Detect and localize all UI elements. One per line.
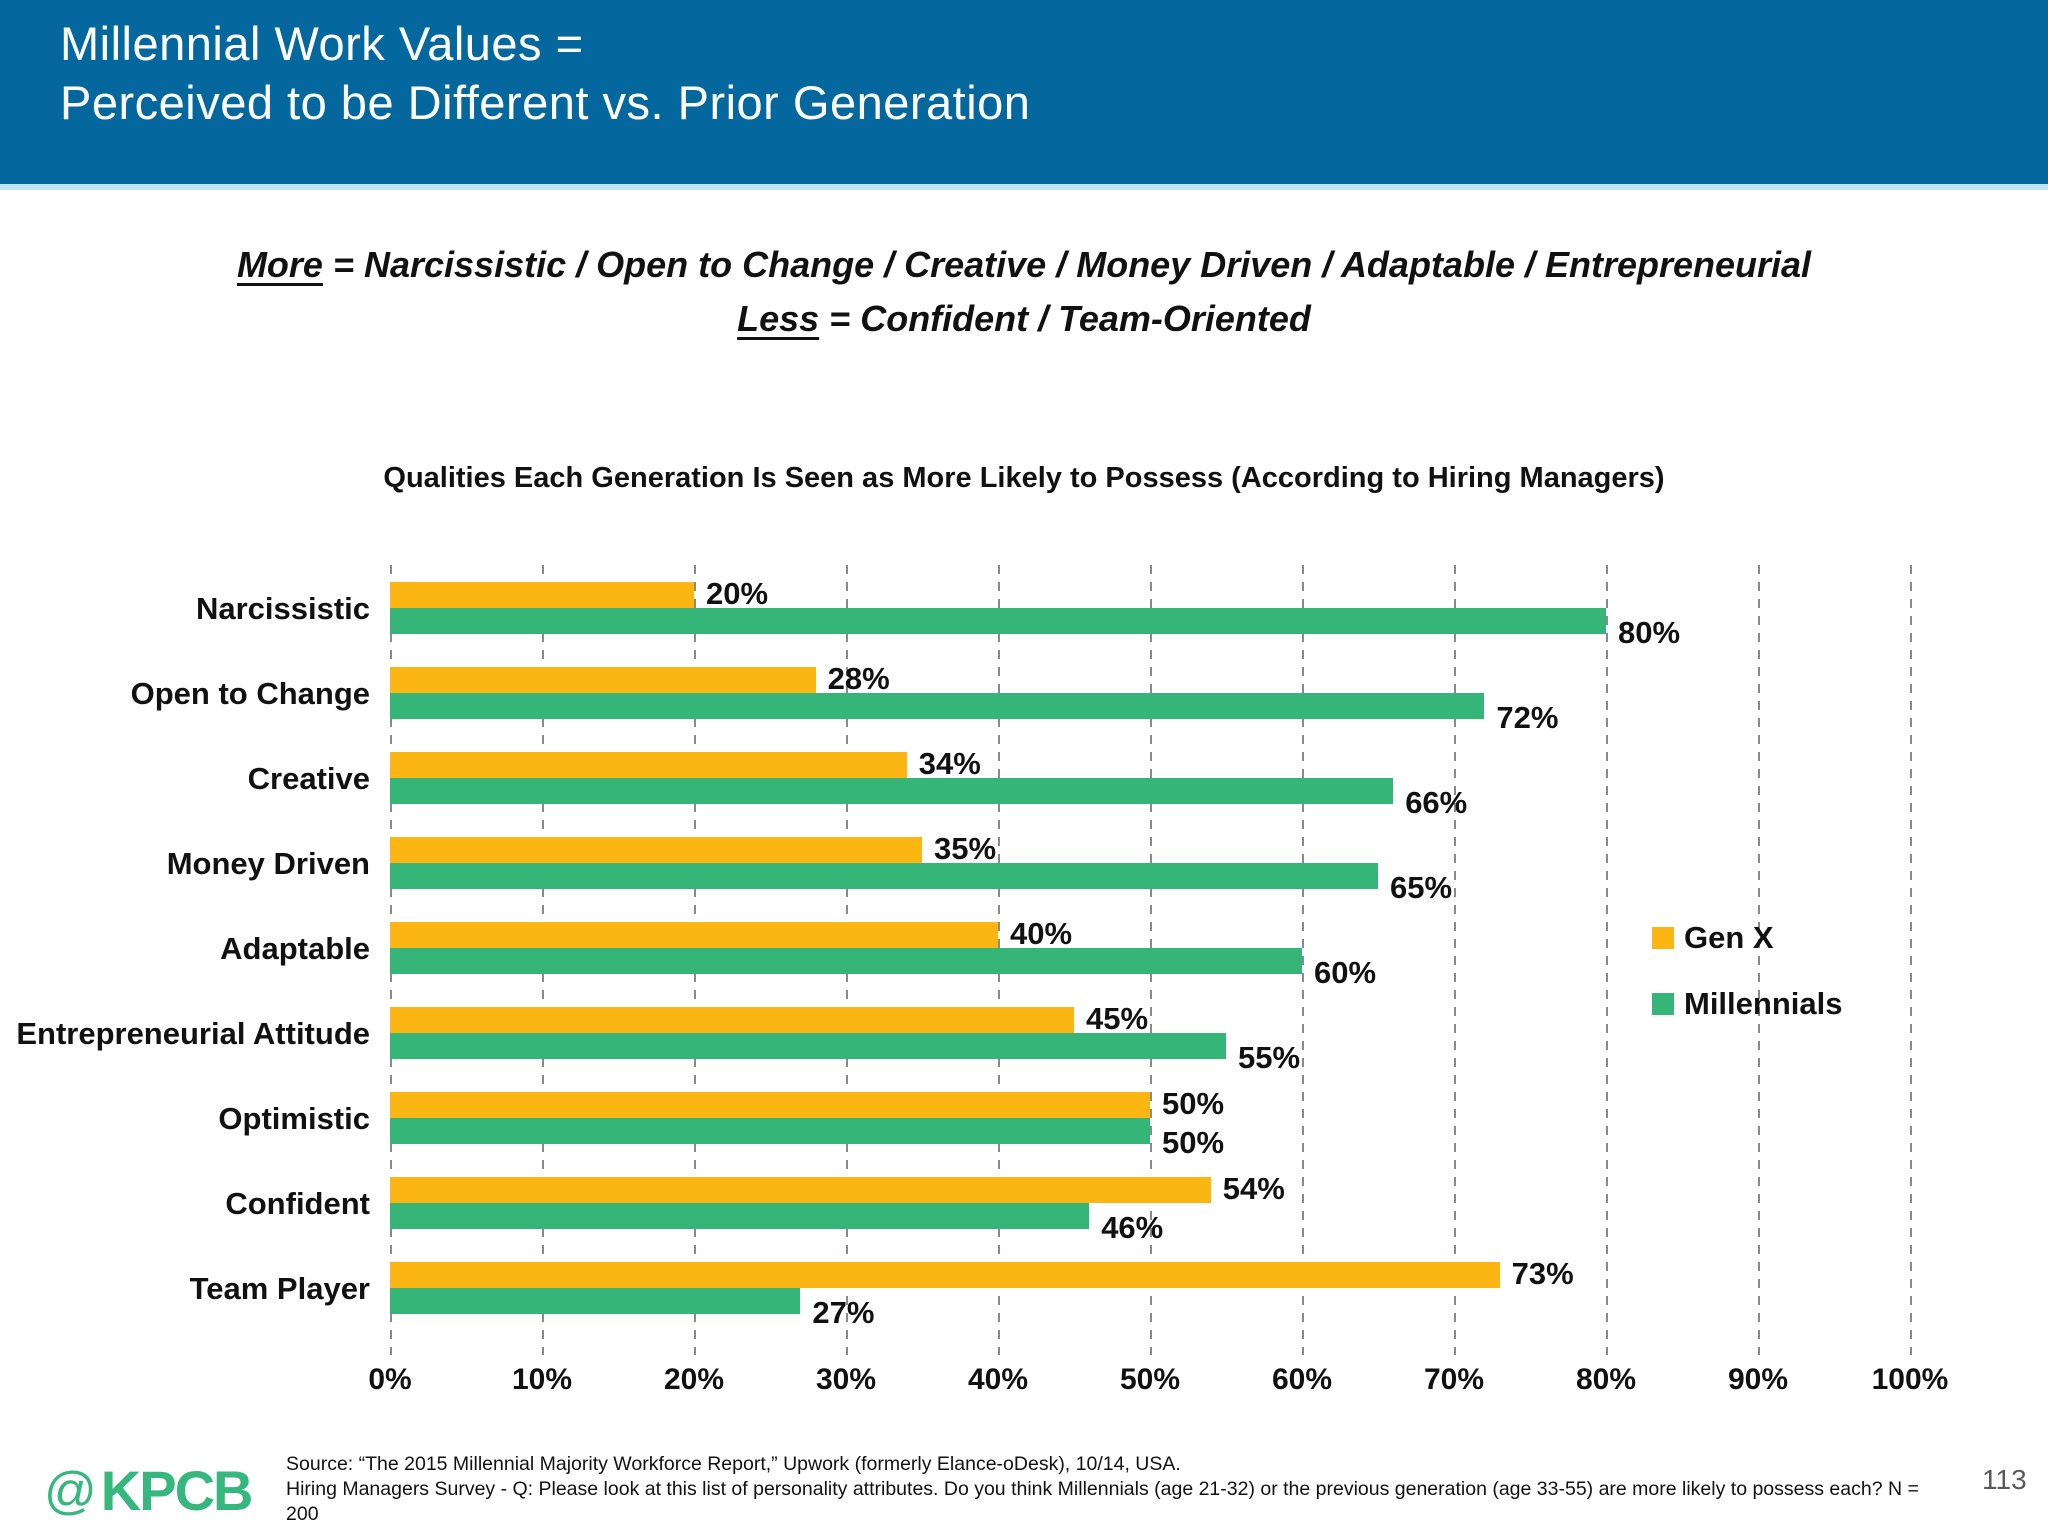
value-label-gen-x: 34% <box>918 746 981 781</box>
bar-chart-plot-area: 0% 10% 20% 30% 40% 50% 60% 70% 80% 90% 100% Narciss… <box>16 565 1948 1396</box>
key-takeaway: More = Narcissistic / Open to Change / C… <box>0 238 2048 346</box>
value-label-millennials: 65% <box>1390 870 1453 905</box>
value-label-gen-x: 54% <box>1222 1171 1285 1206</box>
more-word: More <box>236 244 323 285</box>
value-label-gen-x: 45% <box>1086 1001 1149 1036</box>
value-label-gen-x: 28% <box>827 661 890 696</box>
value-label-millennials: 80% <box>1618 615 1681 650</box>
less-word: Less <box>737 298 820 339</box>
category-label: Team Player <box>189 1270 370 1306</box>
value-label-gen-x: 40% <box>1010 916 1073 951</box>
bar-millennials <box>390 608 1606 634</box>
x-axis-tick-label: 40% <box>967 1363 1029 1396</box>
bar-gen-x <box>390 1262 1500 1288</box>
bar-millennials <box>390 778 1394 804</box>
value-label-gen-x: 73% <box>1511 1256 1574 1291</box>
x-axis-tick-label: 30% <box>815 1363 877 1396</box>
x-axis-tick-label: 0% <box>368 1363 412 1396</box>
category-label: Creative <box>247 760 370 796</box>
gridline-70 <box>1454 565 1456 1355</box>
x-axis-tick-label: 10% <box>511 1363 573 1396</box>
slide-title: Millennial Work Values = Perceived to be… <box>60 14 1030 132</box>
value-label-millennials: 66% <box>1405 785 1468 820</box>
legend-item-millennials: Millennials <box>1652 986 1842 1022</box>
category-label: Optimistic <box>218 1100 370 1136</box>
bar-millennials <box>390 863 1378 889</box>
category-label: Entrepreneurial Attitude <box>16 1015 370 1051</box>
chart-title: Qualities Each Generation Is Seen as Mor… <box>383 462 1665 494</box>
gridline-60 <box>1302 565 1304 1355</box>
bar-gen-x <box>390 582 694 608</box>
x-axis-tick-label: 60% <box>1271 1363 1333 1396</box>
value-label-millennials: 27% <box>812 1295 875 1330</box>
value-label-gen-x: 20% <box>706 576 769 611</box>
value-label-millennials: 72% <box>1496 700 1559 735</box>
kpcb-logo: @ KPCB <box>44 1458 254 1523</box>
legend-item-gen-x: Gen X <box>1652 920 1842 956</box>
bar-gen-x <box>390 752 907 778</box>
slide-title-line1: Millennial Work Values = <box>60 17 584 70</box>
source-line1: Source: “The 2015 Millennial Majority Wo… <box>286 1453 1181 1475</box>
slide-title-line2: Perceived to be Different vs. Prior Gene… <box>60 76 1031 129</box>
bar-millennials <box>390 693 1485 719</box>
gridline-100 <box>1910 565 1912 1355</box>
value-label-gen-x: 50% <box>1162 1086 1225 1121</box>
category-label: Narcissistic <box>195 590 370 626</box>
takeaway-more-line: More = Narcissistic / Open to Change / C… <box>0 238 2048 292</box>
takeaway-less-line: Less = Confident / Team-Oriented <box>0 292 2048 346</box>
bar-millennials <box>390 948 1302 974</box>
kpcb-logo-text: KPCB <box>100 1459 254 1522</box>
value-label-gen-x: 35% <box>934 831 997 866</box>
kpcb-at-icon: @ <box>44 1461 97 1520</box>
source-note: Source: “The 2015 Millennial Majority Wo… <box>286 1452 1926 1527</box>
value-label-millennials: 50% <box>1162 1125 1225 1160</box>
x-axis-tick-label: 50% <box>1119 1363 1181 1396</box>
bar-millennials <box>390 1288 801 1314</box>
gridline-80 <box>1606 565 1608 1355</box>
legend-label: Gen X <box>1684 920 1774 955</box>
value-label-millennials: 60% <box>1314 955 1377 990</box>
bar-gen-x <box>390 667 816 693</box>
bar-millennials <box>390 1203 1090 1229</box>
x-axis-tick-label: 90% <box>1727 1363 1789 1396</box>
x-axis-tick-label: 70% <box>1423 1363 1485 1396</box>
value-label-millennials: 46% <box>1101 1210 1164 1245</box>
bar-gen-x <box>390 1007 1074 1033</box>
legend-swatch-icon <box>1652 993 1674 1015</box>
bar-gen-x <box>390 922 998 948</box>
page-number: 113 <box>1982 1464 2027 1495</box>
slide-header: Millennial Work Values = Perceived to be… <box>0 0 2048 190</box>
legend-label: Millennials <box>1684 986 1843 1021</box>
bar-gen-x <box>390 837 922 863</box>
bar-millennials <box>390 1118 1150 1144</box>
more-rest: = Narcissistic / Open to Change / Creati… <box>322 244 1812 285</box>
gridline-90 <box>1758 565 1760 1355</box>
category-label: Money Driven <box>166 845 370 881</box>
category-label: Open to Change <box>130 675 370 711</box>
less-rest: = Confident / Team-Oriented <box>819 298 1311 339</box>
legend-swatch-icon <box>1652 927 1674 949</box>
bar-gen-x <box>390 1177 1211 1203</box>
chart-legend: Gen X Millennials <box>1652 920 1842 1052</box>
bar-gen-x <box>390 1092 1150 1118</box>
x-axis-tick-label: 100% <box>1871 1363 1949 1396</box>
category-label: Confident <box>225 1185 370 1221</box>
x-axis-tick-label: 80% <box>1575 1363 1637 1396</box>
bar-millennials <box>390 1033 1226 1059</box>
x-axis-tick-label: 20% <box>663 1363 725 1396</box>
value-label-millennials: 55% <box>1238 1040 1301 1075</box>
category-label: Adaptable <box>220 930 370 966</box>
source-line2: Hiring Managers Survey - Q: Please look … <box>286 1478 1919 1525</box>
